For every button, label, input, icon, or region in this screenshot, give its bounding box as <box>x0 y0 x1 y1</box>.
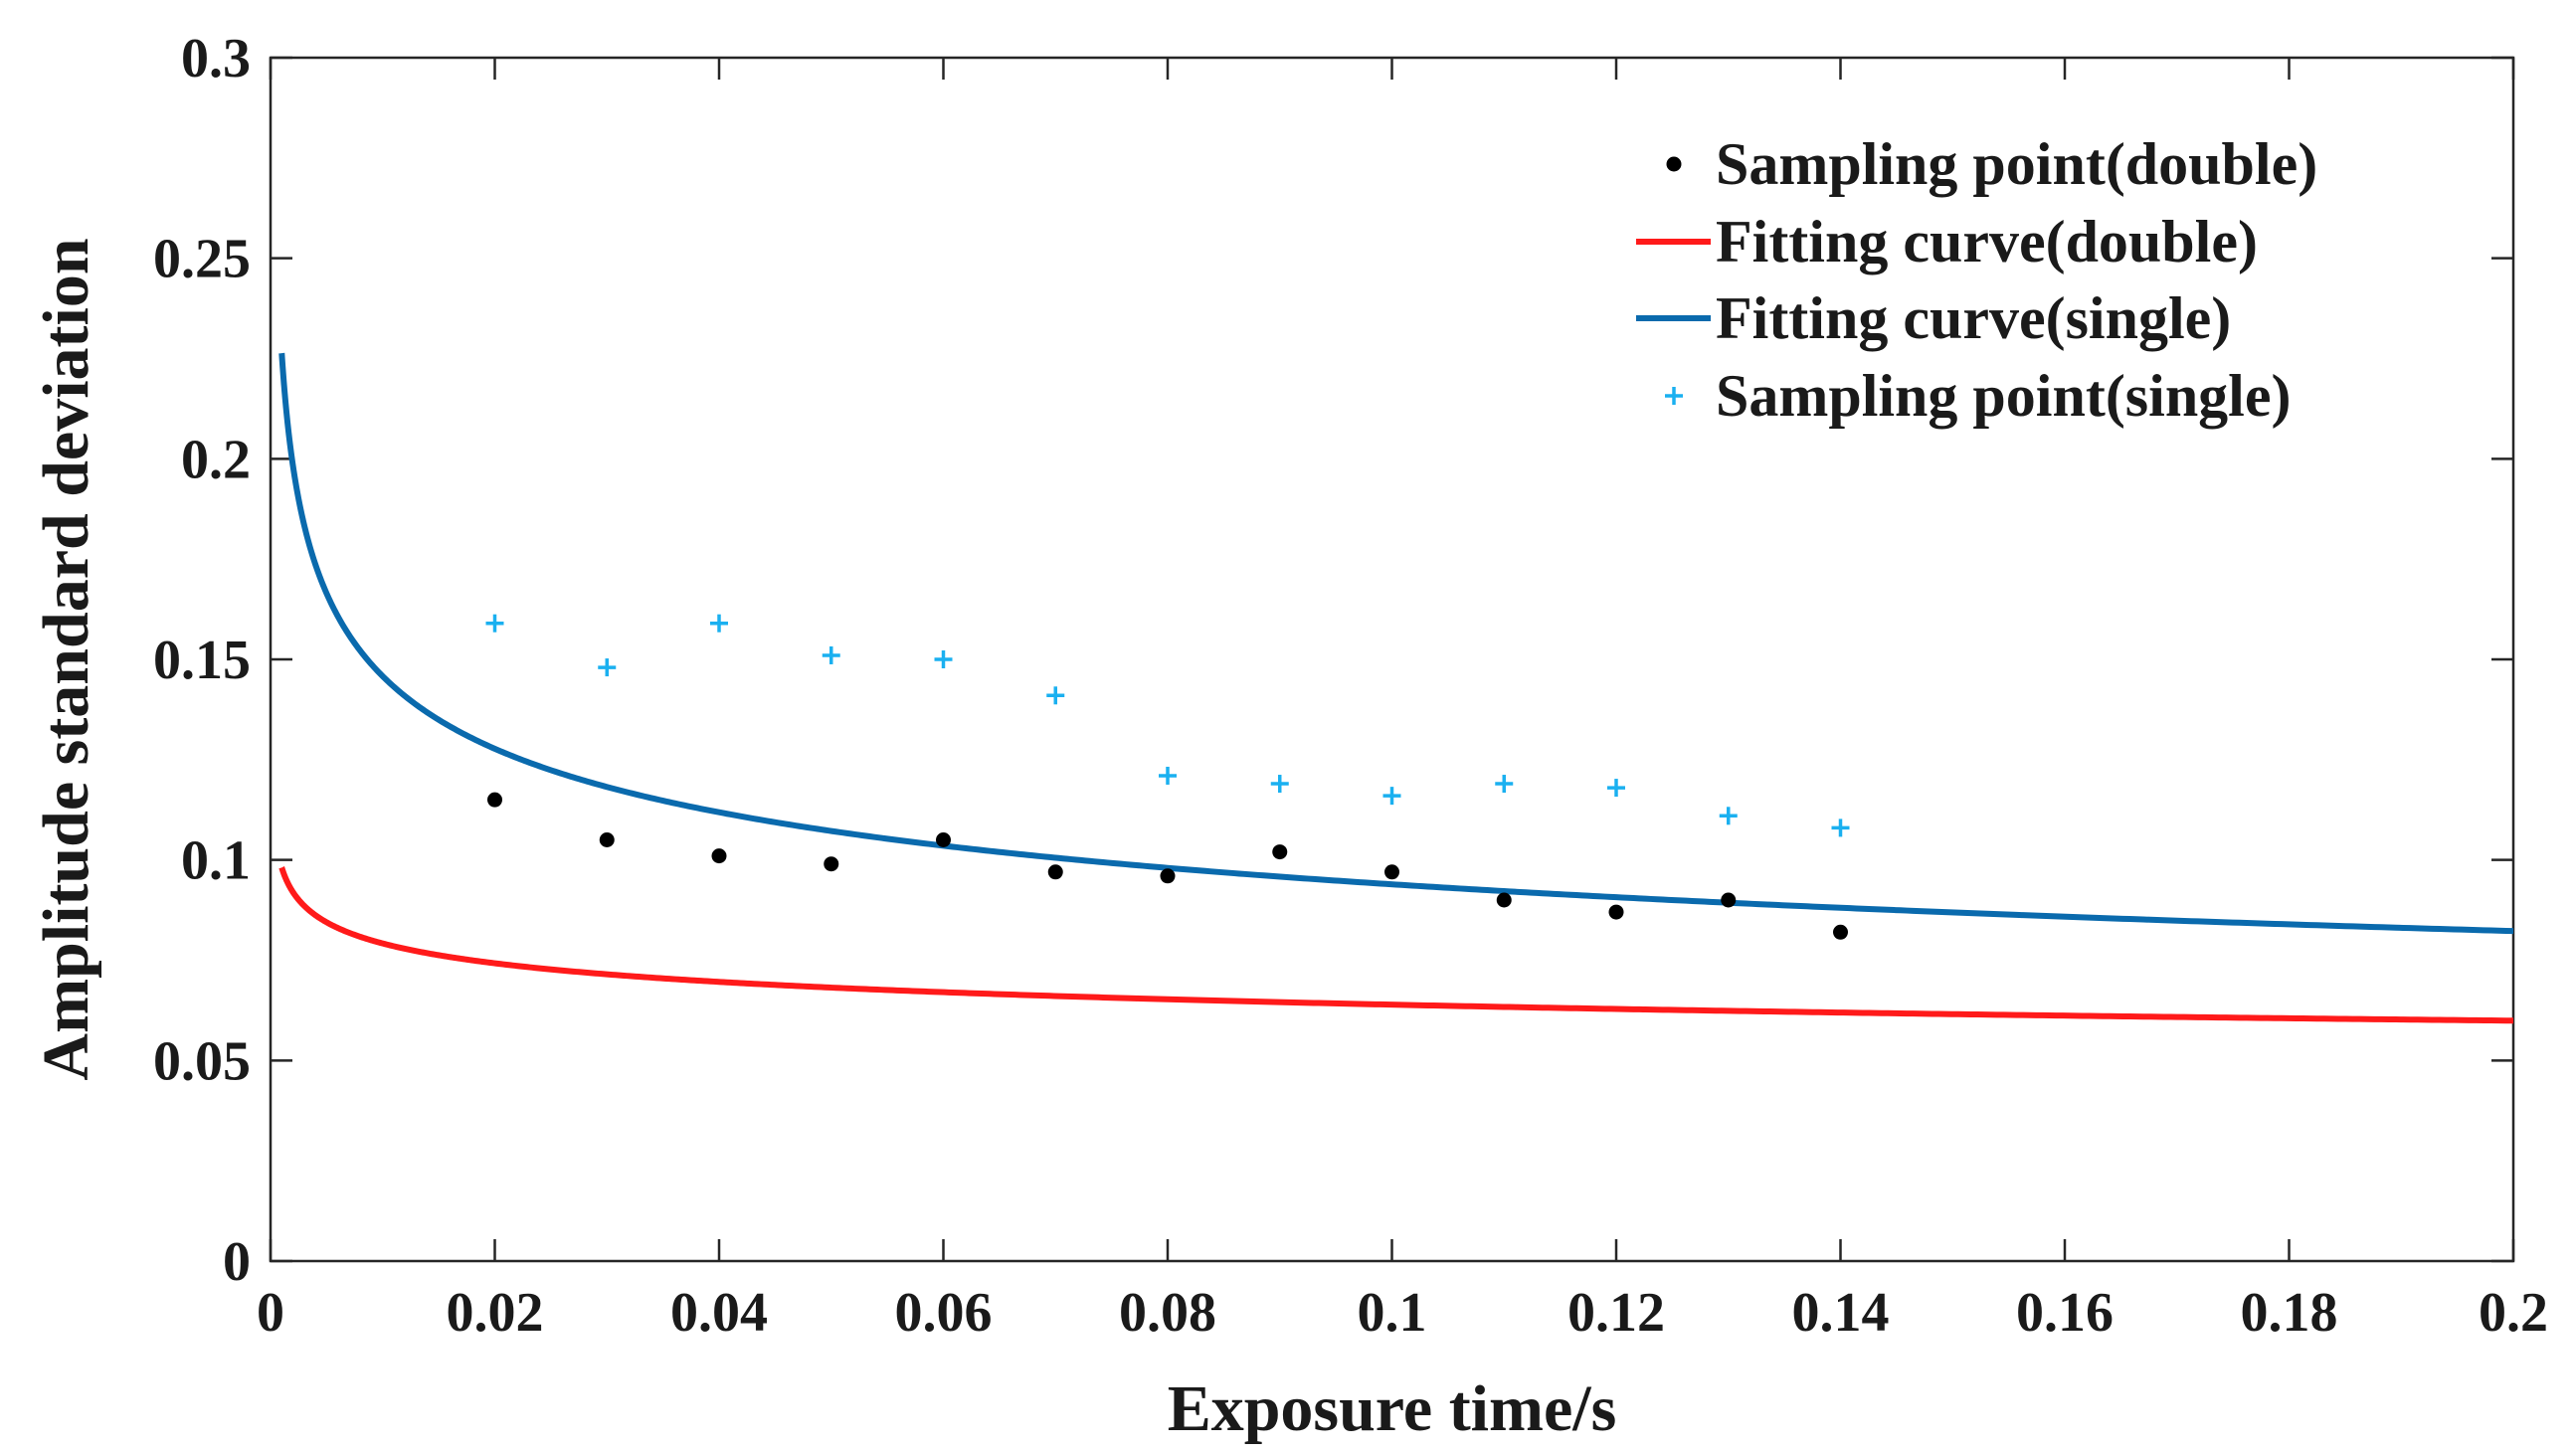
x-tick-label: 0.18 <box>2241 1282 2338 1344</box>
legend-plus-marker <box>1665 387 1683 405</box>
series-scatter-3 <box>485 614 1850 837</box>
data-point-double <box>1721 892 1737 908</box>
data-point-double <box>487 792 502 808</box>
legend-label-sampling-single: Sampling point(single) <box>1716 363 2291 429</box>
x-tick-label: 0.02 <box>447 1282 544 1344</box>
data-point-single <box>1719 807 1738 825</box>
legend-item-sampling-double: Sampling point(double) <box>1666 131 2317 197</box>
y-tick-label: 0.1 <box>181 830 251 892</box>
data-point-double <box>936 832 951 847</box>
legend-marker-sampling-single <box>1665 387 1683 405</box>
x-tick-label: 0.06 <box>895 1282 993 1344</box>
data-point-single <box>1495 775 1514 794</box>
x-tick-label: 0.2 <box>2479 1282 2548 1344</box>
x-tick-label: 0.12 <box>1567 1282 1665 1344</box>
data-point-single <box>1382 787 1401 806</box>
legend-label-sampling-double: Sampling point(double) <box>1716 131 2317 197</box>
data-point-double <box>1047 864 1063 880</box>
x-axis: 0 0.02 0.04 0.06 0.08 0.1 0.12 0.14 0.16 0.18 0.2 <box>257 58 2548 1344</box>
data-point-double <box>1384 864 1399 880</box>
legend-item-fitting-single: Fitting curve(single) <box>1636 285 2231 351</box>
x-tick-label: 0.1 <box>1358 1282 1427 1344</box>
series-layer <box>278 350 2513 1024</box>
legend-label-fitting-single: Fitting curve(single) <box>1716 285 2231 351</box>
y-tick-label: 0.05 <box>153 1030 251 1092</box>
legend-label-fitting-double: Fitting curve(double) <box>1716 209 2258 274</box>
x-tick-label: 0.08 <box>1119 1282 1216 1344</box>
y-tick-label: 0.15 <box>153 630 251 691</box>
x-axis-title: Exposure time/s <box>1168 1372 1617 1445</box>
y-tick-label: 0.25 <box>153 229 251 290</box>
legend: Sampling point(double) Fitting curve(dou… <box>1636 131 2317 429</box>
data-point-single <box>1831 818 1850 837</box>
data-point-single <box>1607 779 1625 798</box>
data-point-double <box>1160 868 1176 884</box>
legend-item-fitting-double: Fitting curve(double) <box>1636 209 2258 274</box>
x-tick-label: 0.16 <box>2016 1282 2114 1344</box>
series-line-2 <box>278 350 2513 935</box>
series-line-1 <box>278 864 2513 1024</box>
data-point-single <box>485 614 504 633</box>
data-point-single <box>598 658 617 677</box>
y-tick-label: 0.3 <box>181 28 251 90</box>
data-point-single <box>822 645 840 664</box>
data-point-double <box>711 848 727 864</box>
data-point-single <box>934 650 953 668</box>
data-point-double <box>1496 892 1512 908</box>
data-point-double <box>599 832 615 847</box>
x-tick-label: 0 <box>257 1282 284 1344</box>
x-tick-label: 0.04 <box>670 1282 768 1344</box>
legend-dot-marker <box>1666 156 1682 172</box>
series-scatter-0 <box>487 792 1848 940</box>
y-tick-label: 0.2 <box>181 429 251 490</box>
data-point-single <box>710 614 728 633</box>
x-tick-label: 0.14 <box>1792 1282 1890 1344</box>
y-axis-title: Amplitude standard deviation <box>30 238 102 1080</box>
legend-item-sampling-single: Sampling point(single) <box>1665 363 2291 429</box>
data-point-double <box>1608 904 1624 920</box>
data-point-double <box>824 856 839 872</box>
y-axis: 0 0.05 0.1 0.15 0.2 0.25 0.3 <box>153 28 2513 1293</box>
data-point-single <box>1159 766 1177 785</box>
legend-marker-sampling-double <box>1666 156 1682 172</box>
data-point-double <box>1833 924 1848 940</box>
y-tick-label: 0 <box>223 1231 251 1293</box>
data-point-single <box>1270 775 1289 794</box>
data-point-double <box>1272 844 1288 860</box>
data-point-single <box>1046 686 1065 705</box>
